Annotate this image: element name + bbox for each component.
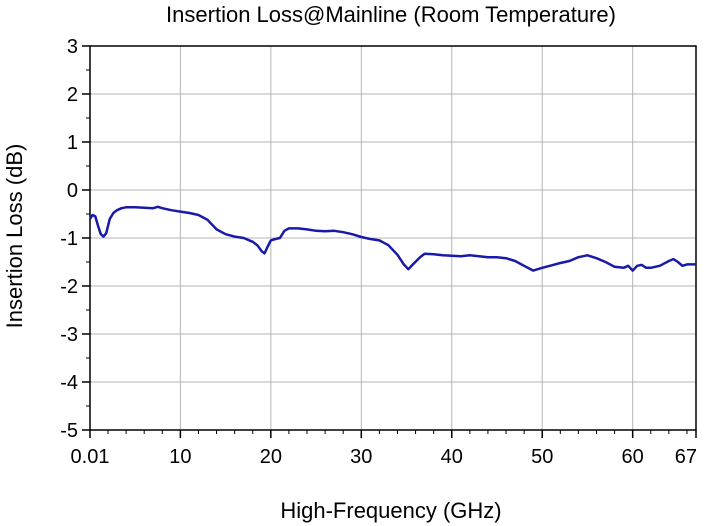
axis-ticks <box>82 45 697 438</box>
x-tick-label: 60 <box>622 446 644 468</box>
y-tick-label: 1 <box>67 132 78 154</box>
x-axis-label: High-Frequency (GHz) <box>280 498 501 523</box>
x-tick-label: 50 <box>531 446 553 468</box>
y-tick-label: -5 <box>60 420 78 442</box>
y-tick-label: 0 <box>67 180 78 202</box>
series-line-insertion-loss <box>88 205 696 272</box>
y-tick-label: -2 <box>60 276 78 298</box>
y-axis-label: Insertion Loss (dB) <box>2 144 27 329</box>
x-tick-label: 10 <box>169 446 191 468</box>
x-tick-label: 67 <box>675 446 697 468</box>
y-tick-label: -4 <box>60 372 78 394</box>
y-tick-label: 2 <box>67 84 78 106</box>
y-tick-label: 3 <box>67 36 78 58</box>
y-tick-label: -1 <box>60 228 78 250</box>
tick-labels: -5 -4 -3 -2 -1 0 1 2 3 0.01 10 20 30 40 50 60 67 <box>60 36 697 468</box>
x-tick-label: 20 <box>260 446 282 468</box>
chart-title: Insertion Loss@Mainline (Room Temperatur… <box>166 2 616 27</box>
x-tick-label: 30 <box>350 446 372 468</box>
x-tick-label: 0.01 <box>71 446 110 468</box>
grid-lines <box>90 46 696 430</box>
y-tick-label: -3 <box>60 324 78 346</box>
x-tick-label: 40 <box>441 446 463 468</box>
